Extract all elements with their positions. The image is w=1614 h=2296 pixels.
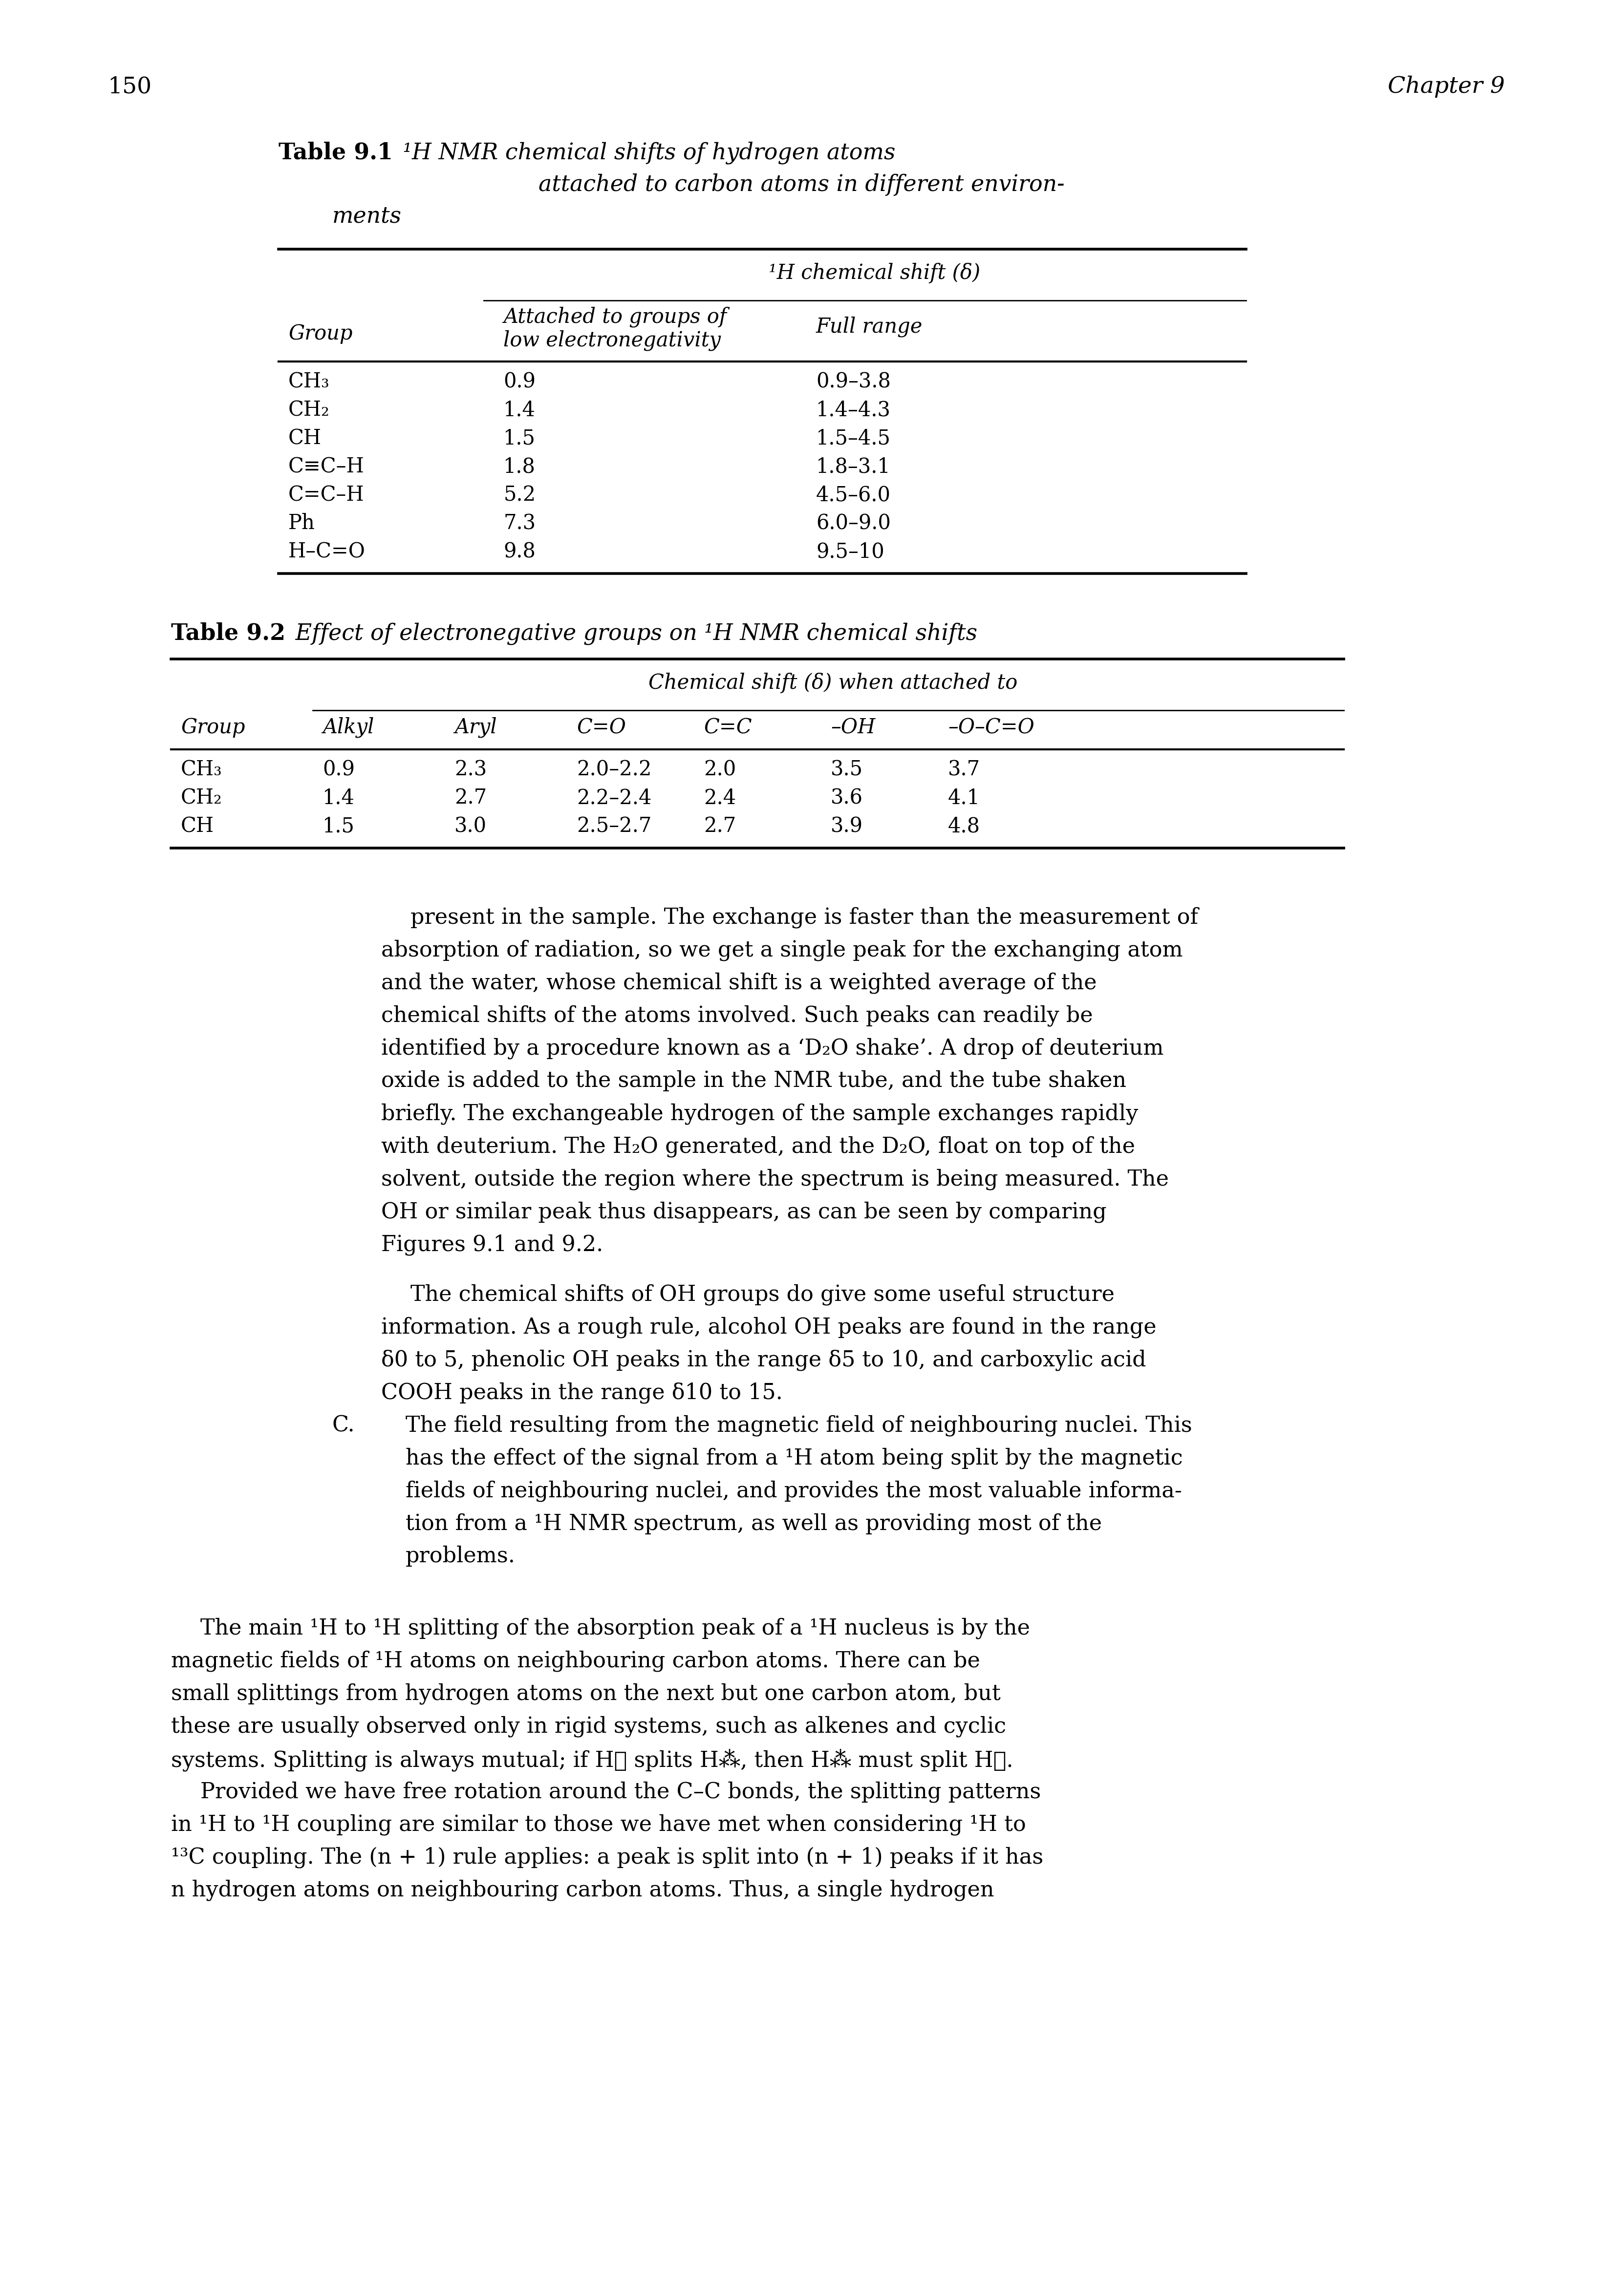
Text: 2.7: 2.7 [455,788,487,808]
Text: 9.8: 9.8 [504,542,536,563]
Text: in ¹H to ¹H coupling are similar to those we have met when considering ¹H to: in ¹H to ¹H coupling are similar to thos… [171,1814,1027,1835]
Text: 4.5–6.0: 4.5–6.0 [817,484,891,505]
Text: 2.7: 2.7 [704,815,736,836]
Text: briefly. The exchangeable hydrogen of the sample exchanges rapidly: briefly. The exchangeable hydrogen of th… [381,1102,1138,1125]
Text: The field resulting from the magnetic field of neighbouring nuclei. This: The field resulting from the magnetic fi… [405,1414,1193,1435]
Text: 1.5: 1.5 [504,427,536,448]
Text: COOH peaks in the range δ10 to 15.: COOH peaks in the range δ10 to 15. [381,1382,783,1403]
Text: information. As a rough rule, alcohol OH peaks are found in the range: information. As a rough rule, alcohol OH… [381,1316,1157,1339]
Text: fields of neighbouring nuclei, and provides the most valuable informa-: fields of neighbouring nuclei, and provi… [405,1481,1181,1502]
Text: C=C: C=C [704,716,752,737]
Text: 1.4: 1.4 [504,400,536,420]
Text: C.: C. [332,1414,355,1435]
Text: attached to carbon atoms in different environ-: attached to carbon atoms in different en… [539,174,1064,195]
Text: 1.4–4.3: 1.4–4.3 [817,400,891,420]
Text: CH₃: CH₃ [181,760,223,781]
Text: 3.9: 3.9 [831,815,863,836]
Text: The chemical shifts of OH groups do give some useful structure: The chemical shifts of OH groups do give… [410,1283,1115,1304]
Text: systems. Splitting is always mutual; if H⁁ splits H⁂, then H⁂ must split H⁁.: systems. Splitting is always mutual; if … [171,1747,1014,1770]
Text: identified by a procedure known as a ‘D₂O shake’. A drop of deuterium: identified by a procedure known as a ‘D₂… [381,1038,1164,1058]
Text: 0.9–3.8: 0.9–3.8 [817,372,891,393]
Text: 4.1: 4.1 [947,788,980,808]
Text: Chemical shift (δ) when attached to: Chemical shift (δ) when attached to [649,673,1018,693]
Text: ¹³C coupling. The (n + 1) rule applies: a peak is split into (n + 1) peaks if it: ¹³C coupling. The (n + 1) rule applies: … [171,1846,1043,1869]
Text: C=C–H: C=C–H [289,484,365,505]
Text: ments: ments [332,204,402,227]
Text: 1.8–3.1: 1.8–3.1 [817,457,891,478]
Text: with deuterium. The H₂O generated, and the D₂O, float on top of the: with deuterium. The H₂O generated, and t… [381,1137,1135,1157]
Text: H–C=O: H–C=O [289,542,365,563]
Text: ¹H chemical shift (δ): ¹H chemical shift (δ) [768,262,980,282]
Text: Chapter 9: Chapter 9 [1388,76,1504,99]
Text: CH₃: CH₃ [289,372,329,393]
Text: C≡C–H: C≡C–H [289,457,365,478]
Text: –O–C=O: –O–C=O [947,716,1035,737]
Text: Effect of electronegative groups on ¹H NMR chemical shifts: Effect of electronegative groups on ¹H N… [289,622,978,645]
Text: solvent, outside the region where the spectrum is being measured. The: solvent, outside the region where the sp… [381,1169,1169,1189]
Text: OH or similar peak thus disappears, as can be seen by comparing: OH or similar peak thus disappears, as c… [381,1201,1107,1221]
Text: CH: CH [181,815,215,836]
Text: chemical shifts of the atoms involved. Such peaks can readily be: chemical shifts of the atoms involved. S… [381,1006,1093,1026]
Text: 1.5–4.5: 1.5–4.5 [817,427,891,448]
Text: 2.5–2.7: 2.5–2.7 [576,815,652,836]
Text: oxide is added to the sample in the NMR tube, and the tube shaken: oxide is added to the sample in the NMR … [381,1070,1127,1091]
Text: Aryl: Aryl [455,716,497,737]
Text: The main ¹H to ¹H splitting of the absorption peak of a ¹H nucleus is by the: The main ¹H to ¹H splitting of the absor… [200,1616,1030,1639]
Text: 6.0–9.0: 6.0–9.0 [817,512,891,533]
Text: and the water, whose chemical shift is a weighted average of the: and the water, whose chemical shift is a… [381,971,1098,994]
Text: present in the sample. The exchange is faster than the measurement of: present in the sample. The exchange is f… [410,907,1198,928]
Text: CH₂: CH₂ [181,788,223,808]
Text: Group: Group [181,716,245,737]
Text: CH₂: CH₂ [289,400,329,420]
Text: absorption of radiation, so we get a single peak for the exchanging atom: absorption of radiation, so we get a sin… [381,939,1183,960]
Text: magnetic fields of ¹H atoms on neighbouring carbon atoms. There can be: magnetic fields of ¹H atoms on neighbour… [171,1651,980,1671]
Text: Table 9.1: Table 9.1 [279,142,392,163]
Text: Attached to groups of: Attached to groups of [504,305,726,326]
Text: Table 9.2: Table 9.2 [171,622,286,645]
Text: 9.5–10: 9.5–10 [817,542,884,563]
Text: has the effect of the signal from a ¹H atom being split by the magnetic: has the effect of the signal from a ¹H a… [405,1446,1183,1469]
Text: 3.6: 3.6 [831,788,863,808]
Text: Provided we have free rotation around the C–C bonds, the splitting patterns: Provided we have free rotation around th… [200,1782,1041,1802]
Text: Alkyl: Alkyl [323,716,374,737]
Text: 1.4: 1.4 [323,788,355,808]
Text: tion from a ¹H NMR spectrum, as well as providing most of the: tion from a ¹H NMR spectrum, as well as … [405,1513,1102,1534]
Text: low electronegativity: low electronegativity [504,331,721,351]
Text: 4.8: 4.8 [947,815,980,836]
Text: 0.9: 0.9 [323,760,355,781]
Text: 2.4: 2.4 [704,788,736,808]
Text: 3.5: 3.5 [831,760,863,781]
Text: 150: 150 [108,76,152,99]
Text: 2.3: 2.3 [455,760,487,781]
Text: C=O: C=O [576,716,626,737]
Text: small splittings from hydrogen atoms on the next but one carbon atom, but: small splittings from hydrogen atoms on … [171,1683,1001,1704]
Text: ¹H NMR chemical shifts of hydrogen atoms: ¹H NMR chemical shifts of hydrogen atoms [395,142,896,165]
Text: 7.3: 7.3 [504,512,536,533]
Text: –OH: –OH [831,716,875,737]
Text: 1.8: 1.8 [504,457,536,478]
Text: n hydrogen atoms on neighbouring carbon atoms. Thus, a single hydrogen: n hydrogen atoms on neighbouring carbon … [171,1880,994,1901]
Text: Figures 9.1 and 9.2.: Figures 9.1 and 9.2. [381,1233,604,1256]
Text: 2.0–2.2: 2.0–2.2 [576,760,652,781]
Text: δ0 to 5, phenolic OH peaks in the range δ5 to 10, and carboxylic acid: δ0 to 5, phenolic OH peaks in the range … [381,1350,1146,1371]
Text: 3.0: 3.0 [455,815,487,836]
Text: Group: Group [289,324,352,344]
Text: 0.9: 0.9 [504,372,536,393]
Text: these are usually observed only in rigid systems, such as alkenes and cyclic: these are usually observed only in rigid… [171,1715,1006,1738]
Text: 1.5: 1.5 [323,815,355,836]
Text: 2.2–2.4: 2.2–2.4 [576,788,652,808]
Text: CH: CH [289,427,321,448]
Text: 2.0: 2.0 [704,760,736,781]
Text: Ph: Ph [289,512,315,533]
Text: 5.2: 5.2 [504,484,536,505]
Text: problems.: problems. [405,1545,515,1566]
Text: Full range: Full range [817,317,923,338]
Text: 3.7: 3.7 [947,760,980,781]
